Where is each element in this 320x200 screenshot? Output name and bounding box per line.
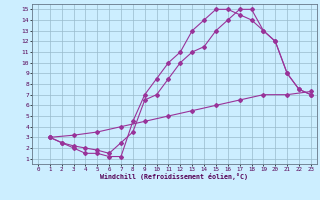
X-axis label: Windchill (Refroidissement éolien,°C): Windchill (Refroidissement éolien,°C) <box>100 173 248 180</box>
